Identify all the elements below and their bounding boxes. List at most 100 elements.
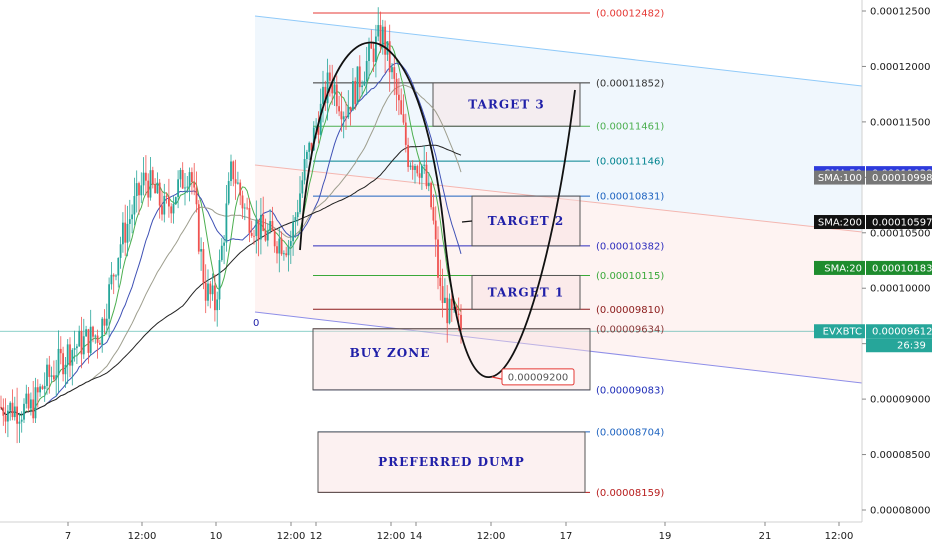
- candle-body: [379, 25, 382, 47]
- fib-level-label: (0.00008159): [596, 488, 664, 499]
- channel-top-line: [254, 15, 863, 87]
- candle-body: [191, 172, 193, 182]
- zone-box: [432, 82, 581, 127]
- candle-body: [294, 217, 297, 223]
- background-layer: [255, 16, 862, 383]
- candle-body: [110, 274, 113, 285]
- price-tick-label: 0.00009000: [870, 395, 930, 406]
- candle-body: [30, 399, 32, 409]
- fib-level-label: (0.00011461): [596, 122, 664, 133]
- candle-body: [255, 219, 258, 237]
- candle-body: [388, 41, 391, 73]
- candle-body: [170, 206, 173, 214]
- badge-name-box: [814, 324, 865, 339]
- candle-body: [154, 184, 156, 194]
- candle-body: [273, 230, 276, 247]
- candle-body: [280, 238, 283, 255]
- candle-body: [287, 246, 290, 256]
- candle-body: [225, 203, 228, 243]
- fib-level-label: (0.00011852): [596, 78, 664, 89]
- fib-zero-label: 0: [253, 318, 259, 329]
- candle-body: [377, 25, 380, 37]
- candle-body: [119, 244, 122, 258]
- candle-body: [204, 282, 207, 301]
- candle-body: [25, 393, 28, 404]
- candle-body: [250, 232, 253, 236]
- badge-name: SMA:20: [824, 263, 862, 274]
- zone-label: TARGET 2: [488, 214, 564, 228]
- badge-value: 0.00009612: [872, 327, 932, 338]
- time-tick-label: 17: [560, 531, 573, 542]
- candle-body: [202, 249, 205, 283]
- candle-body: [168, 196, 170, 207]
- candle-body: [218, 260, 221, 300]
- candle-body: [322, 86, 324, 104]
- candle-body: [234, 179, 237, 184]
- candle-body: [13, 406, 16, 418]
- candle-body: [434, 220, 437, 240]
- candle-body: [312, 127, 315, 151]
- candle-body: [266, 230, 269, 241]
- candle-body: [395, 78, 398, 95]
- candle-body: [48, 364, 51, 377]
- candle-body: [450, 298, 453, 309]
- time-tick-label: 12:00: [477, 531, 506, 542]
- candle-body: [158, 182, 161, 206]
- drawing-layer: 0.00009200: [299, 41, 576, 386]
- candle-body: [331, 80, 334, 94]
- candle-body: [237, 182, 239, 184]
- candle-body: [227, 181, 230, 204]
- candle-body: [409, 165, 412, 167]
- candle-body: [448, 298, 451, 324]
- badge-value-box: [866, 215, 932, 230]
- fib-level-label: (0.00012482): [596, 8, 664, 19]
- candle-body: [138, 183, 140, 196]
- badge-name-box: [814, 215, 865, 230]
- candle-body: [177, 179, 179, 198]
- candle-body: [20, 419, 23, 422]
- candle-body: [455, 306, 458, 314]
- candle-body: [9, 402, 12, 411]
- candle-body: [73, 348, 76, 350]
- candle-body: [299, 193, 301, 213]
- badge-value-box: [866, 260, 932, 275]
- price-tick-label: 0.00010000: [870, 284, 930, 295]
- candle-body: [416, 166, 419, 174]
- price-tick-label: 0.00011500: [870, 117, 930, 128]
- candle-body: [349, 106, 352, 111]
- zone-box: [471, 195, 581, 247]
- candle-body: [375, 36, 377, 62]
- candle-body: [347, 106, 350, 118]
- candle-body: [356, 66, 359, 105]
- badge-value-box: [866, 324, 932, 339]
- target2-pointer: [461, 220, 473, 223]
- callout-box: [501, 368, 575, 386]
- candle-body: [276, 246, 278, 254]
- candle-body: [147, 180, 150, 198]
- candle-body: [214, 285, 216, 311]
- fib-level-label: (0.00009634): [596, 324, 664, 335]
- candle-body: [179, 169, 182, 180]
- candle-body: [414, 166, 416, 170]
- candle-body: [34, 387, 37, 419]
- candle-body: [16, 406, 18, 424]
- candle-body: [427, 182, 430, 187]
- countdown-box: [866, 338, 932, 353]
- candle-body: [66, 344, 69, 365]
- fib-level-label: (0.00009083): [596, 385, 664, 396]
- time-tick-label: 12:00: [825, 531, 854, 542]
- candle-body: [195, 187, 198, 205]
- candle-body: [384, 26, 386, 55]
- channel-bottom-line: [254, 311, 863, 384]
- candle-body: [184, 187, 186, 189]
- trendline-layer: [0, 15, 863, 384]
- candle-body: [283, 253, 285, 255]
- candle-body: [372, 48, 375, 62]
- candle-body: [220, 245, 223, 261]
- candle-body: [122, 222, 124, 245]
- candle-body: [18, 421, 21, 424]
- candle-body: [46, 364, 48, 386]
- candle-body: [352, 81, 354, 111]
